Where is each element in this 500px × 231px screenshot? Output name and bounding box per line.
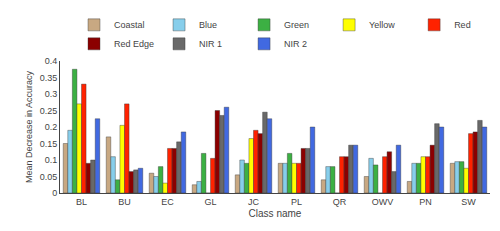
svg-text:EC: EC	[161, 197, 174, 207]
svg-text:Yellow: Yellow	[369, 20, 395, 30]
svg-text:Mean Decrease in Accuracy: Mean Decrease in Accuracy	[24, 70, 34, 183]
svg-text:NIR 2: NIR 2	[284, 39, 307, 49]
svg-text:QR: QR	[333, 197, 347, 207]
svg-text:Blue: Blue	[199, 20, 217, 30]
svg-text:0.15: 0.15	[40, 139, 58, 149]
svg-text:0.35: 0.35	[40, 73, 58, 83]
svg-text:Green: Green	[284, 20, 309, 30]
svg-text:0.25: 0.25	[40, 106, 58, 116]
svg-text:OWV: OWV	[372, 197, 394, 207]
svg-text:SW: SW	[461, 197, 476, 207]
svg-text:0.05: 0.05	[40, 172, 58, 182]
svg-text:JC: JC	[248, 197, 260, 207]
svg-text:BL: BL	[76, 197, 87, 207]
svg-text:GL: GL	[204, 197, 216, 207]
svg-text:Red Edge: Red Edge	[114, 39, 154, 49]
svg-text:0: 0	[52, 188, 57, 198]
svg-text:Coastal: Coastal	[114, 20, 145, 30]
svg-text:0.4: 0.4	[45, 56, 58, 66]
svg-text:0.1: 0.1	[45, 155, 58, 165]
svg-text:0.3: 0.3	[45, 89, 58, 99]
svg-text:PL: PL	[291, 197, 302, 207]
svg-text:Class name: Class name	[249, 208, 302, 219]
svg-text:PN: PN	[419, 197, 432, 207]
svg-text:BU: BU	[118, 197, 131, 207]
svg-text:Red: Red	[454, 20, 471, 30]
svg-text:0.2: 0.2	[45, 122, 58, 132]
svg-text:NIR 1: NIR 1	[199, 39, 222, 49]
